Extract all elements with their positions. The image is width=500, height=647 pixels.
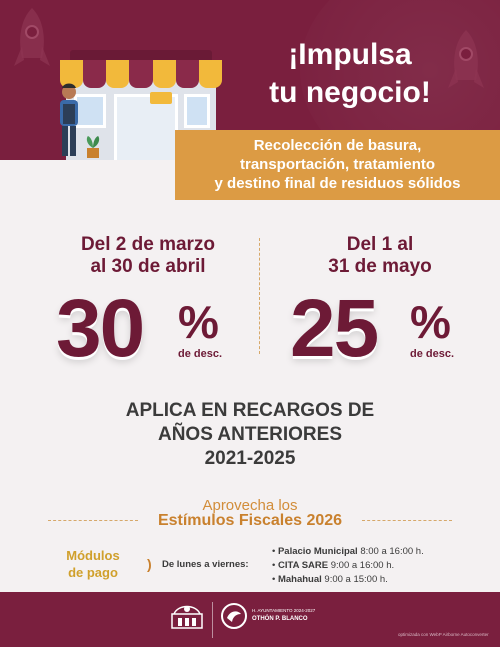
- recargos-line-1: APLICA EN RECARGOS DE: [125, 400, 375, 421]
- discount-period: Del 1 al 31 de mayo: [280, 234, 480, 278]
- schedule-item: • CITA SARE 9:00 a 16:00 h.: [272, 559, 424, 573]
- page-title: ¡Impulsa tu negocio!: [230, 36, 470, 112]
- footer-municipio: OTHÓN P. BLANCO: [252, 616, 308, 622]
- location-name: Mahahual: [277, 574, 322, 585]
- discount-number: 25: [290, 283, 379, 374]
- estimulos-title: Estímulos Fiscales 2026: [157, 512, 343, 529]
- discount-figure: 30 % de desc.: [48, 278, 248, 378]
- bullet: •: [272, 574, 276, 585]
- service-banner: Recolección de basura, transportación, t…: [175, 130, 500, 200]
- modules-line-2: de pago: [68, 565, 118, 580]
- plant-icon: [86, 136, 100, 158]
- discount-label: de desc.: [178, 348, 223, 360]
- title-line-1: ¡Impulsa: [288, 38, 412, 71]
- location-name: Palacio Municipal: [277, 546, 358, 557]
- discount-label: de desc.: [410, 348, 455, 360]
- shop-sign: [150, 92, 172, 104]
- footer-divider: [212, 602, 213, 638]
- shop-awning: [60, 60, 222, 88]
- discount-number: 30: [56, 283, 145, 374]
- estimulos-lead: Aprovecha los: [202, 497, 298, 514]
- discount-figure: 25 % de desc.: [280, 278, 480, 378]
- period-line-2: al 30 de abril: [90, 256, 206, 277]
- service-line-3: y destino final de residuos sólidos: [214, 175, 461, 192]
- service-text: Recolección de basura, transportación, t…: [175, 136, 500, 193]
- shop-door: [114, 94, 178, 160]
- rocket-icon: [448, 30, 484, 88]
- optimized-note: optimizada con WebP Airborne Autoconvert…: [398, 632, 489, 637]
- modules-line-1: Módulos: [66, 548, 120, 563]
- schedule-list: • Palacio Municipal 8:00 a 16:00 h. • CI…: [272, 545, 424, 587]
- footer-ayuntamiento: H. AYUNTAMIENTO 2024-2027: [252, 608, 316, 613]
- percent-symbol: %: [410, 296, 451, 348]
- column-divider: [259, 238, 260, 354]
- service-line-2: transportación, tratamiento: [239, 156, 436, 173]
- location-hours: 8:00 a 16:00 h.: [360, 546, 424, 557]
- dashed-rule-right: [362, 520, 452, 521]
- recargos-line-3: 2021-2025: [204, 448, 296, 469]
- schedule-item: • Palacio Municipal 8:00 a 16:00 h.: [272, 545, 424, 559]
- period-line-1: Del 1 al: [346, 234, 414, 255]
- municipal-logo-icon: [221, 603, 247, 629]
- bullet: •: [272, 560, 276, 571]
- header-banner: ¡Impulsa tu negocio!: [0, 0, 500, 160]
- title-line-2: tu negocio!: [269, 76, 431, 109]
- location-hours: 9:00 a 16:00 h.: [330, 560, 395, 571]
- percent-symbol: %: [178, 296, 219, 348]
- service-line-1: Recolección de basura,: [253, 137, 422, 154]
- rocket-icon: [14, 8, 50, 66]
- discount-may: Del 1 al 31 de mayo 25 % de desc.: [280, 234, 480, 378]
- schedule-item: • Mahahual 9:00 a 15:00 h.: [272, 573, 424, 587]
- discount-period: Del 2 de marzo al 30 de abril: [48, 234, 248, 278]
- period-line-1: Del 2 de marzo: [80, 234, 216, 255]
- location-hours: 9:00 a 15:00 h.: [324, 574, 388, 585]
- shopkeeper-illustration: [60, 83, 78, 156]
- chevron-right-icon: ): [147, 556, 152, 572]
- shop-roof: [70, 50, 212, 62]
- period-line-2: 31 de mayo: [328, 256, 432, 277]
- recargos-notice: APLICA EN RECARGOS DE AÑOS ANTERIORES 20…: [0, 399, 500, 471]
- recargos-line-2: AÑOS ANTERIORES: [157, 424, 343, 445]
- state-seal-icon: [171, 605, 203, 629]
- shop-window-right: [184, 94, 210, 128]
- schedule-days: De lunes a viernes:: [162, 559, 249, 570]
- footer-bar: H. AYUNTAMIENTO 2024-2027 OTHÓN P. BLANC…: [0, 592, 500, 647]
- discount-march-april: Del 2 de marzo al 30 de abril 30 % de de…: [48, 234, 248, 378]
- location-name: CITA SARE: [277, 560, 329, 571]
- payment-modules-heading: Módulos de pago: [58, 547, 128, 581]
- dashed-rule-left: [48, 520, 138, 521]
- bullet: •: [272, 546, 276, 557]
